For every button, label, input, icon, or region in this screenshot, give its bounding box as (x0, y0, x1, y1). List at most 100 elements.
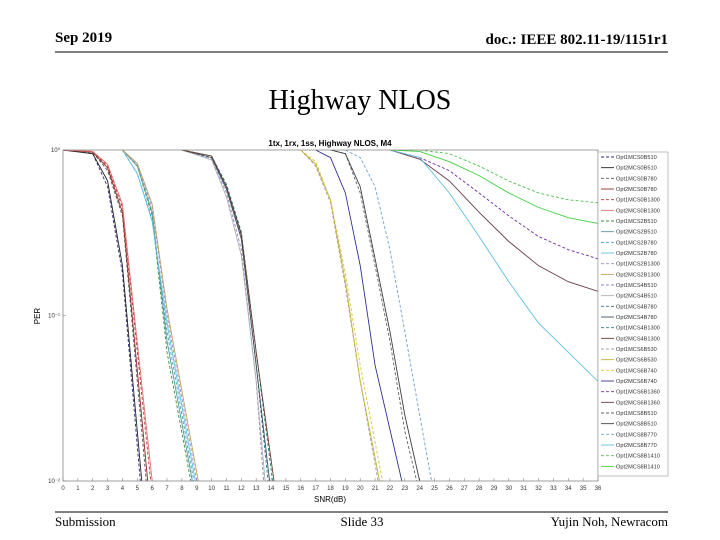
series-line (181, 150, 275, 481)
legend-label: Opt1MCS6B1360 (616, 390, 660, 396)
footer-left: Submission (55, 514, 116, 529)
chart-title: 1tx, 1rx, 1ss, Highway NLOS, M4 (268, 139, 392, 148)
x-tick-label: 5 (136, 486, 140, 492)
x-tick-label: 16 (297, 486, 304, 492)
legend-label: Opt1MCS0B510 (616, 155, 657, 161)
series-line (300, 150, 383, 481)
x-tick-label: 33 (550, 486, 557, 492)
x-tick-label: 12 (238, 486, 245, 492)
legend-label: Opt1MCS0B780 (616, 176, 657, 182)
series-line (63, 150, 141, 481)
y-tick-label: 10⁻¹ (48, 314, 60, 320)
x-tick-label: 24 (416, 486, 423, 492)
y-axis-label: PER (33, 308, 42, 325)
x-tick-label: 10 (208, 486, 215, 492)
legend-label: Opt2MCS2B510 (616, 230, 657, 236)
x-tick-label: 11 (223, 486, 230, 492)
legend-label: Opt2MCS4B780 (616, 315, 657, 321)
x-tick-label: 6 (150, 486, 154, 492)
x-tick-label: 0 (61, 486, 65, 492)
legend-label: Opt2MCS2B1300 (616, 272, 660, 278)
x-tick-label: 34 (565, 486, 572, 492)
legend-label: Opt1MCS6B530 (616, 347, 657, 353)
legend-label: Opt2MCS0B780 (616, 187, 657, 193)
x-tick-label: 15 (283, 486, 290, 492)
legend: Opt1MCS0B510 Opt2MCS0B510 Opt1MCS0B780 Opt2… (597, 151, 669, 477)
series-line (63, 150, 153, 481)
legend-label: Opt1MCS0B1300 (616, 198, 660, 204)
x-tick-label: 7 (165, 486, 169, 492)
x-tick-label: 17 (312, 486, 319, 492)
series-line (63, 150, 152, 481)
header-date: Sep 2019 (55, 30, 112, 46)
series-line (345, 150, 432, 481)
x-tick-label: 25 (431, 486, 438, 492)
legend-label: Opt1MCS2B510 (616, 219, 657, 225)
x-tick-label: 35 (580, 486, 587, 492)
y-tick-label: 10⁰ (51, 147, 61, 154)
x-tick-label: 3 (106, 486, 110, 492)
series-line (389, 150, 598, 382)
series-line (330, 150, 421, 481)
legend-label: Opt2MCS8B1410 (616, 464, 660, 470)
grid: 0 1 2 3 4 5 6 7 8 9 10 11 12 13 14 15 16 17 18 19 20 21 22 23 24… (48, 147, 602, 492)
legend-label: Opt2MCS0B510 (616, 166, 657, 172)
x-tick-label: 30 (505, 486, 512, 492)
legend-label: Opt1MCS2B780 (616, 240, 657, 246)
x-tick-label: 21 (372, 486, 379, 492)
legend-label: Opt2MCS2B780 (616, 251, 657, 257)
y-tick-label: 10⁻² (48, 479, 60, 485)
x-tick-label: 22 (387, 486, 394, 492)
x-tick-label: 28 (476, 486, 483, 492)
x-tick-label: 31 (520, 486, 527, 492)
legend-label: Opt1MCS8B1410 (616, 454, 660, 460)
x-tick-label: 2 (91, 486, 95, 492)
legend-label: Opt2MCS6B740 (616, 379, 657, 385)
legend-label: Opt2MCS6B1360 (616, 400, 660, 406)
footer-right: Yujin Noh, Newracom (551, 514, 668, 529)
series-line (122, 150, 193, 481)
x-tick-label: 36 (595, 486, 602, 492)
x-tick-label: 4 (121, 486, 125, 492)
series-line (122, 150, 195, 481)
legend-box (597, 151, 669, 477)
x-tick-label: 20 (357, 486, 364, 492)
series-line (300, 150, 380, 481)
legend-label: Opt1MCS4B510 (616, 283, 657, 289)
series-line (63, 150, 149, 481)
legend-label: Opt2MCS8B510 (616, 422, 657, 428)
legend-label: Opt2MCS8B770 (616, 443, 657, 449)
series-line (63, 150, 143, 481)
x-tick-label: 8 (180, 486, 184, 492)
slide-title: Highway NLOS (269, 85, 452, 116)
legend-label: Opt1MCS2B1300 (616, 262, 660, 268)
legend-label: Opt1MCS4B1300 (616, 326, 660, 332)
x-tick-label: 27 (461, 486, 468, 492)
legend-label: Opt2MCS6B530 (616, 358, 657, 364)
header-doc: doc.: IEEE 802.11-19/1151r1 (485, 32, 668, 48)
series-line (389, 150, 598, 260)
x-tick-label: 29 (491, 486, 498, 492)
x-tick-label: 23 (401, 486, 408, 492)
x-axis-label: SNR(dB) (314, 495, 346, 504)
series-line (181, 150, 266, 481)
x-tick-label: 32 (535, 486, 542, 492)
x-tick-label: 19 (342, 486, 349, 492)
legend-label: Opt2MCS4B1300 (616, 336, 660, 342)
x-tick-label: 14 (268, 486, 275, 492)
footer-center: Slide 33 (341, 514, 384, 529)
x-tick-label: 26 (446, 486, 453, 492)
legend-label: Opt2MCS4B510 (616, 294, 657, 300)
series-line (181, 150, 271, 481)
legend-label: Opt1MCS4B780 (616, 304, 657, 310)
legend-label: Opt1MCS6B740 (616, 368, 657, 374)
x-tick-label: 9 (195, 486, 199, 492)
x-tick-label: 1 (76, 486, 80, 492)
x-tick-label: 18 (327, 486, 334, 492)
series-line (315, 150, 403, 481)
legend-label: Opt2MCS0B1300 (616, 208, 660, 214)
x-tick-label: 13 (253, 486, 260, 492)
legend-label: Opt1MCS8B770 (616, 432, 657, 438)
plot-lines (63, 150, 598, 481)
